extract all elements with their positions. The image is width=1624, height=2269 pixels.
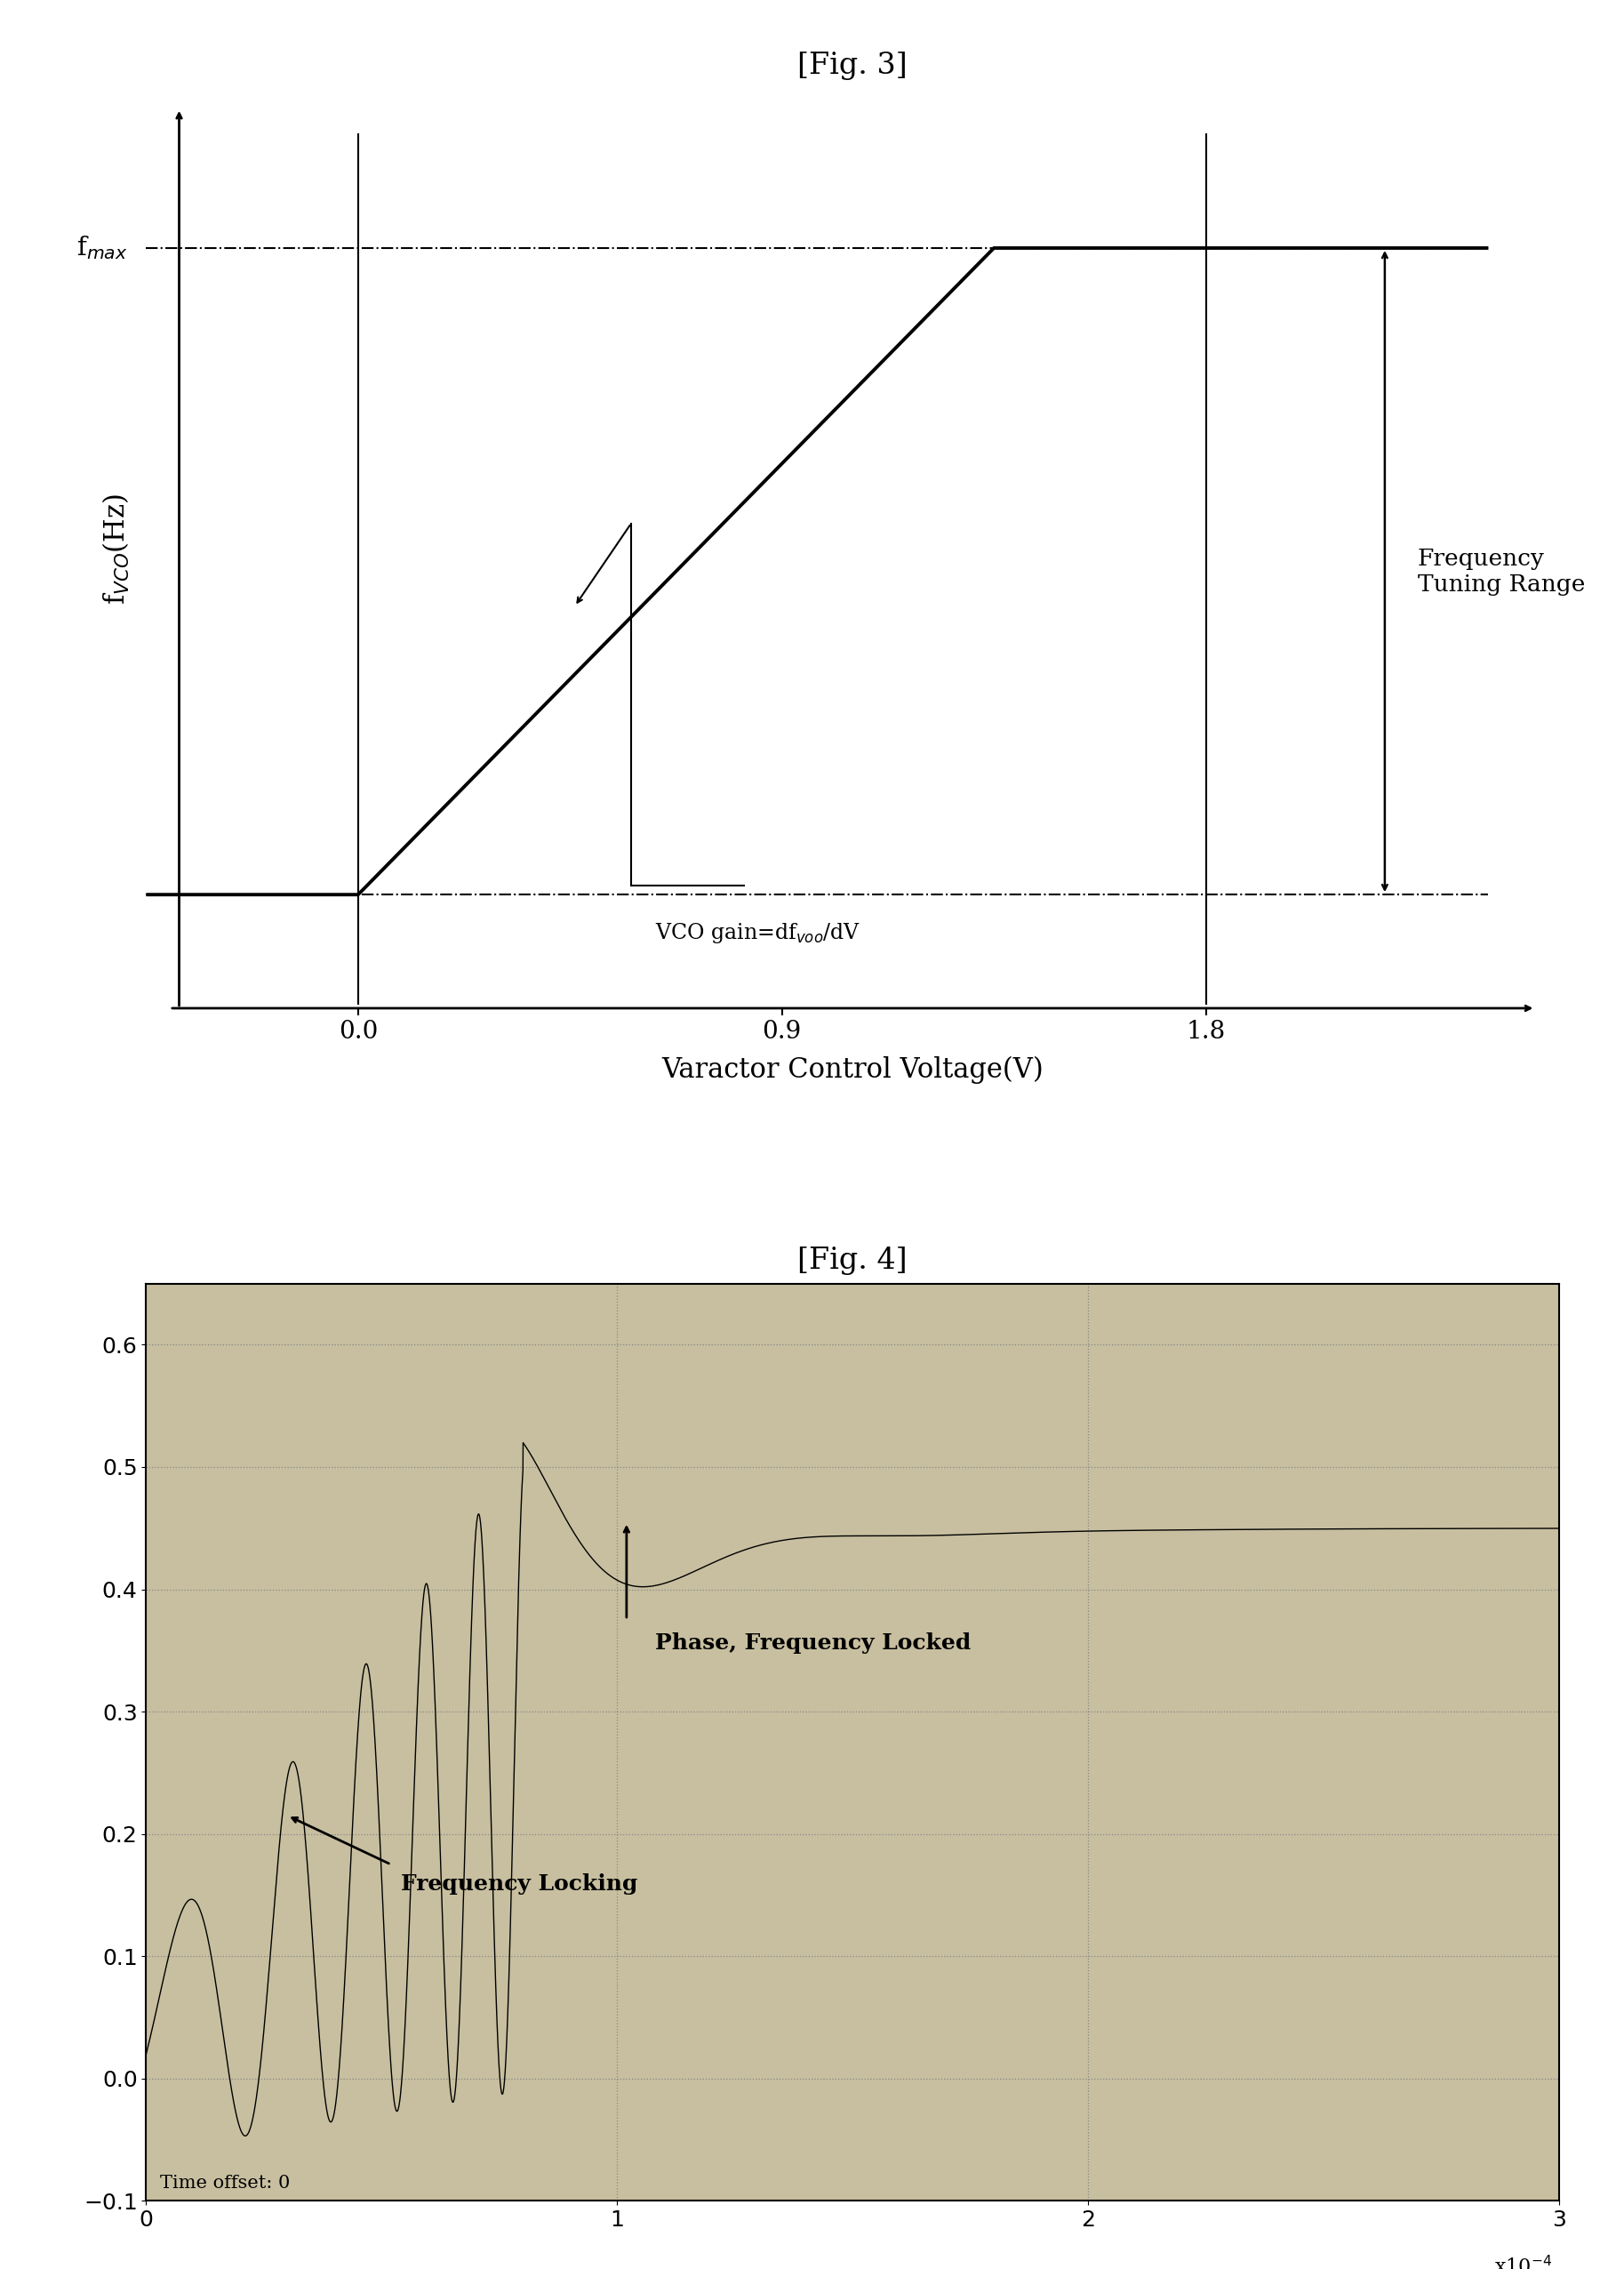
Text: Time offset: 0: Time offset: 0 [161,2176,291,2192]
X-axis label: Varactor Control Voltage(V): Varactor Control Voltage(V) [661,1057,1044,1085]
Text: Frequency Locking: Frequency Locking [401,1874,637,1895]
Text: Frequency
Tuning Range: Frequency Tuning Range [1418,547,1585,594]
Title: [Fig. 3]: [Fig. 3] [797,52,908,79]
Text: Phase, Frequency Locked: Phase, Frequency Locked [654,1631,971,1654]
Y-axis label: f$_{VCO}$(Hz): f$_{VCO}$(Hz) [101,495,132,606]
Text: VCO gain=df$_{voo}$/dV: VCO gain=df$_{voo}$/dV [654,921,861,944]
Text: f$_{max}$: f$_{max}$ [76,234,127,261]
Title: [Fig. 4]: [Fig. 4] [797,1246,908,1275]
Text: x10$^{-4}$: x10$^{-4}$ [1494,2255,1553,2269]
